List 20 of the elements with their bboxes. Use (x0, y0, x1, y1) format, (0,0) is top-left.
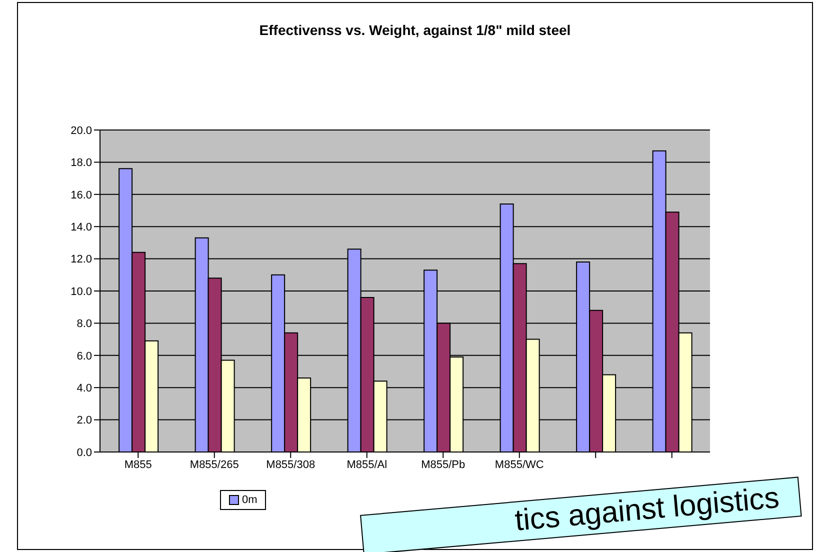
x-tick-label: M855/308 (266, 458, 316, 471)
chart-title: Effectivenss vs. Weight, against 1/8" mild steel (258, 22, 572, 38)
x-tick-label: M855/WC (494, 458, 544, 471)
x-tick-label: M855/Pb (421, 458, 466, 471)
y-tick-label: 6.0 (76, 350, 92, 362)
y-tick-label: 20.0 (70, 124, 92, 137)
y-tick-label: 8.0 (76, 318, 92, 330)
y-tick-label: 4.0 (76, 382, 92, 395)
x-tick-label: M855/265 (190, 458, 239, 471)
legend-label: 0m (241, 494, 258, 506)
y-tick-label: 14.0 (70, 222, 92, 234)
x-tick-label: M855/Al (346, 458, 388, 471)
y-tick-label: 12.0 (70, 254, 92, 266)
y-tick-label: 2.0 (76, 414, 92, 427)
y-tick-label: 10.0 (70, 286, 92, 298)
y-tick-label: 0.0 (76, 446, 92, 459)
slide-banner: tics against logistics (360, 476, 802, 552)
y-tick-label: 16.0 (70, 189, 92, 202)
y-tick-label: 18.0 (70, 157, 92, 170)
x-tick-label: M855 (124, 458, 152, 471)
